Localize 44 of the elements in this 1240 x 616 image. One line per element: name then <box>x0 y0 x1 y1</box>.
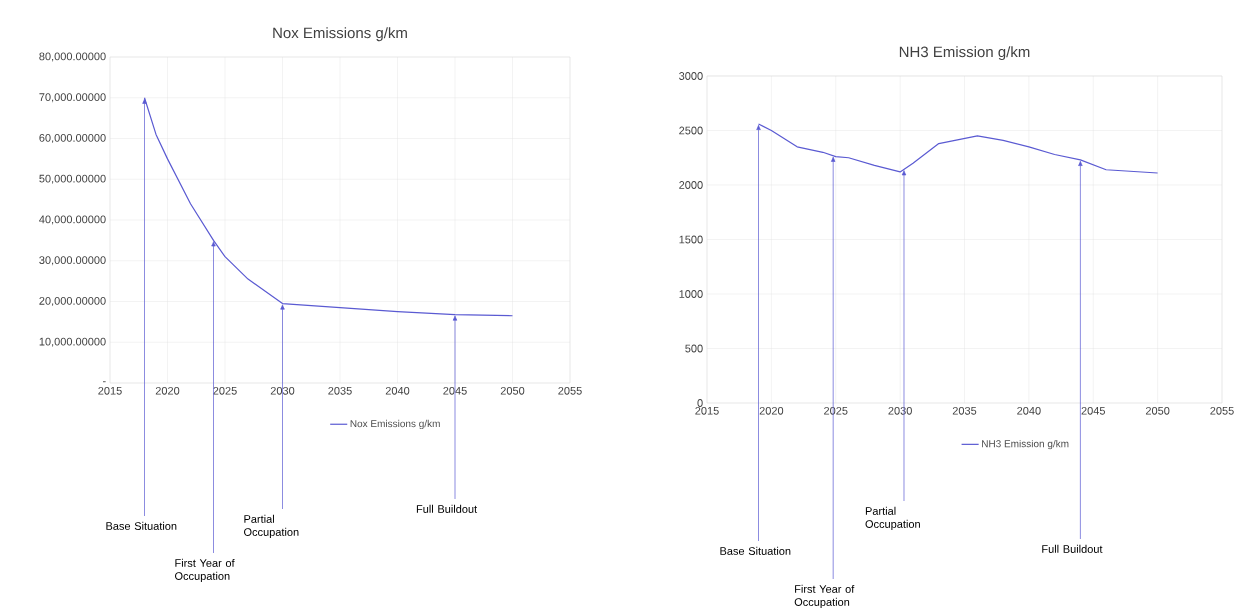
annotation: Full Buildout <box>416 504 478 513</box>
x-tick-label: 2035 <box>952 406 977 415</box>
x-tick-label: 2045 <box>443 386 467 395</box>
x-tick-label: 2045 <box>1081 406 1106 415</box>
x-tick-label: 2020 <box>759 406 784 415</box>
y-tick-label: 0 <box>697 399 703 407</box>
x-tick-label: 2055 <box>558 386 582 395</box>
x-tick-label: 2020 <box>155 386 180 395</box>
y-tick-label: 80,000.00000 <box>39 52 106 62</box>
y-tick-label: 30,000.00000 <box>39 256 106 266</box>
y-tick-label: 3000 <box>679 72 703 80</box>
x-tick-label: 2030 <box>888 406 912 415</box>
legend-label: NH3 Emission g/km <box>982 439 1069 450</box>
y-tick-label: 50,000.00000 <box>39 174 106 184</box>
x-tick-label: 2035 <box>328 386 352 395</box>
x-tick-label: 2040 <box>385 386 410 395</box>
chart-title: NH3 Emission g/km <box>899 46 1030 61</box>
y-tick-label: 60,000.00000 <box>39 133 106 144</box>
annotation: First Year of Occupation <box>175 558 235 583</box>
y-tick-label: 70,000.00000 <box>39 93 106 103</box>
y-tick-label: 500 <box>685 344 703 353</box>
y-tick-label: - <box>102 381 106 383</box>
x-tick-label: 2025 <box>824 406 848 415</box>
annotation: First Year of Occupation <box>794 584 855 609</box>
x-tick-label: 2015 <box>695 406 719 415</box>
y-tick-label: 10,000.00000 <box>39 337 106 347</box>
x-tick-label: 2050 <box>1145 406 1170 415</box>
y-tick-label: 1000 <box>679 290 703 298</box>
y-tick-label: 2500 <box>679 126 703 135</box>
annotation: Base Situation <box>106 521 177 530</box>
x-tick-label: 2050 <box>500 386 525 395</box>
chart-title: Nox Emissions g/km <box>273 27 407 42</box>
y-tick-label: 40,000.00000 <box>39 215 106 225</box>
annotation: Full Buildout <box>1042 544 1103 553</box>
x-tick-label: 2015 <box>98 386 122 395</box>
y-tick-label: 20,000.00000 <box>39 296 106 307</box>
y-tick-label: 1500 <box>679 235 703 244</box>
x-tick-label: 2055 <box>1210 406 1234 415</box>
legend-label: Nox Emissions g/km <box>350 419 440 430</box>
annotation: Partial Occupation <box>244 514 299 539</box>
y-tick-label: 2000 <box>679 181 703 189</box>
annotation: Base Situation <box>720 546 791 555</box>
x-tick-label: 2040 <box>1017 406 1041 415</box>
annotation: Partial Occupation <box>865 506 920 531</box>
